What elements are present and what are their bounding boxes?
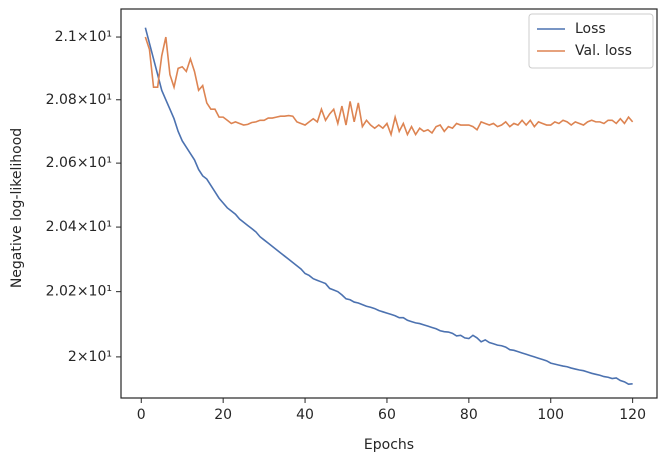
x-tick-label: 20 [214, 407, 232, 423]
y-tick-label: 2.04×10¹ [46, 219, 112, 235]
y-tick-label: 2.1×10¹ [55, 29, 112, 45]
axes-frame [120, 8, 658, 399]
x-axis-label: Epochs [364, 437, 414, 453]
y-tick-label: 2.02×10¹ [46, 284, 112, 300]
x-tick-label: 100 [537, 407, 564, 423]
x-tick-label: 120 [619, 407, 646, 423]
legend: Loss Val. loss [528, 13, 654, 69]
y-tick-label: 2×10¹ [68, 349, 112, 365]
x-tick-label: 0 [137, 407, 146, 423]
legend-frame [528, 13, 654, 69]
x-tick-label: 60 [378, 407, 396, 423]
legend-label: Val. loss [575, 43, 632, 59]
y-tick-label: 2.08×10¹ [46, 92, 112, 108]
y-tick-label: 2.06×10¹ [46, 155, 112, 171]
y-axis-label: Negative log-likelihood [9, 128, 25, 288]
x-tick-label: 80 [460, 407, 478, 423]
legend-label: Loss [575, 21, 606, 37]
line [144, 27, 633, 385]
x-tick-label: 40 [296, 407, 314, 423]
line [144, 36, 634, 138]
